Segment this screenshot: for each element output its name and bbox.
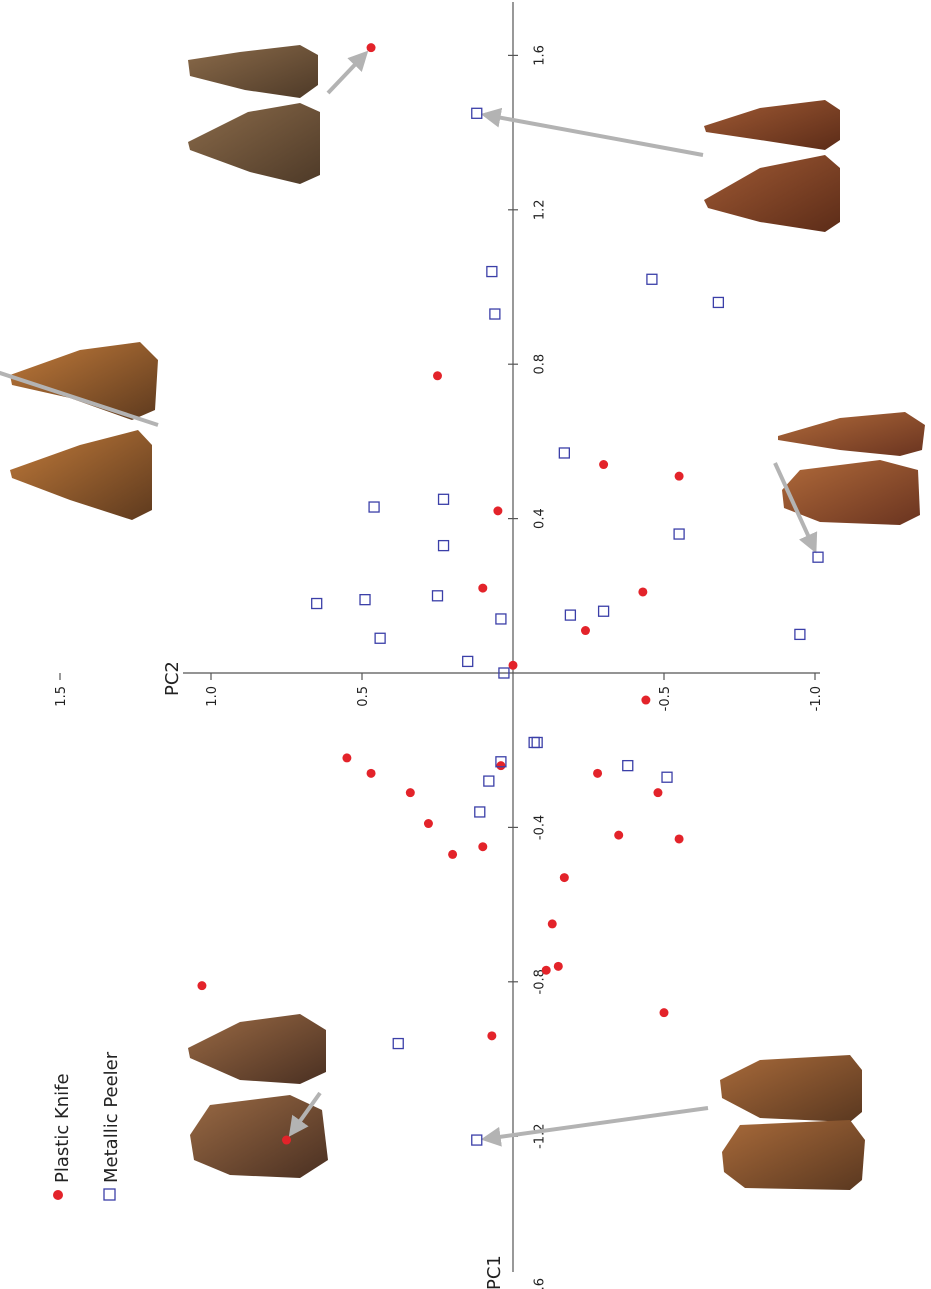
point-plastic-knife bbox=[487, 1031, 497, 1041]
point-metallic-peeler bbox=[483, 775, 495, 787]
point-metallic-peeler bbox=[368, 501, 380, 513]
point-metallic-peeler bbox=[431, 590, 444, 602]
point-metallic-peeler bbox=[495, 756, 507, 768]
point-plastic-knife bbox=[496, 761, 506, 771]
legend-label-metallic-peeler: Metallic Peeler bbox=[101, 1051, 122, 1183]
annotation-arrow bbox=[0, 370, 159, 427]
point-plastic-knife bbox=[599, 460, 609, 470]
x-tick-label: 0.4 bbox=[533, 508, 548, 529]
point-metallic-peeler bbox=[437, 493, 450, 505]
point-metallic-peeler bbox=[528, 736, 540, 749]
specimen-image-3 bbox=[10, 342, 158, 520]
point-metallic-peeler bbox=[437, 539, 450, 552]
specimen-image-1 bbox=[188, 45, 320, 184]
legend-marker-metallic-peeler bbox=[103, 1188, 116, 1201]
point-plastic-knife bbox=[638, 587, 648, 597]
point-plastic-knife bbox=[580, 626, 590, 636]
point-metallic-peeler bbox=[374, 632, 386, 644]
point-plastic-knife bbox=[593, 768, 603, 778]
point-plastic-knife bbox=[659, 1008, 669, 1018]
point-metallic-peeler bbox=[558, 447, 570, 459]
point-metallic-peeler bbox=[812, 551, 824, 563]
legend: Plastic Knife Metallic Peeler bbox=[52, 1051, 122, 1201]
point-plastic-knife bbox=[448, 849, 458, 859]
point-metallic-peeler bbox=[597, 605, 610, 617]
point-metallic-peeler bbox=[622, 759, 634, 772]
specimen-image-5 bbox=[188, 1014, 328, 1178]
point-plastic-knife bbox=[342, 753, 352, 763]
x-ticks: -1.6 -1.2 -0.8 -0.4 0.4 0.8 1.2 1.6 bbox=[508, 45, 548, 1289]
point-plastic-knife bbox=[653, 788, 663, 798]
point-metallic-peeler bbox=[712, 296, 725, 309]
point-plastic-knife bbox=[433, 371, 442, 381]
legend-marker-plastic-knife bbox=[53, 1190, 63, 1200]
y-tick-label: 1.0 bbox=[205, 686, 220, 707]
y-tick-label: 1.5 bbox=[54, 686, 69, 707]
point-plastic-knife bbox=[508, 660, 518, 670]
x-tick-label: -1.2 bbox=[533, 1124, 548, 1149]
point-metallic-peeler bbox=[531, 736, 543, 749]
annotation-arrows bbox=[0, 50, 818, 1147]
point-plastic-knife bbox=[641, 695, 651, 705]
annotation-arrow bbox=[773, 462, 818, 554]
x-tick-label: -0.8 bbox=[533, 969, 548, 994]
specimen-image-6 bbox=[720, 1055, 865, 1190]
point-plastic-knife bbox=[478, 583, 488, 593]
y-axis-title: PC2 bbox=[162, 661, 183, 696]
x-tick-label: 1.2 bbox=[533, 199, 548, 220]
point-metallic-peeler bbox=[311, 597, 323, 610]
y-tick-label: 0.5 bbox=[356, 686, 371, 707]
annotation-arrow bbox=[288, 1091, 322, 1137]
annotation-arrow bbox=[480, 1106, 709, 1147]
x-tick-label: 1.6 bbox=[533, 45, 548, 66]
point-metallic-peeler bbox=[474, 806, 486, 818]
x-tick-label: -1.6 bbox=[533, 1278, 548, 1289]
x-axis-title: PC1 bbox=[484, 1255, 505, 1289]
annotation-arrow bbox=[326, 50, 369, 95]
x-tick-label: 0.8 bbox=[533, 354, 548, 375]
point-plastic-knife bbox=[478, 842, 488, 852]
data-points bbox=[197, 43, 824, 1146]
point-plastic-knife bbox=[366, 43, 376, 53]
point-metallic-peeler bbox=[471, 1134, 483, 1146]
legend-label-plastic-knife: Plastic Knife bbox=[52, 1073, 73, 1183]
point-metallic-peeler bbox=[661, 771, 673, 783]
point-plastic-knife bbox=[553, 961, 563, 971]
point-metallic-peeler bbox=[489, 308, 501, 320]
point-plastic-knife bbox=[541, 965, 551, 975]
point-plastic-knife bbox=[674, 471, 684, 481]
point-metallic-peeler bbox=[471, 107, 483, 119]
x-tick-label: -0.4 bbox=[533, 815, 548, 840]
point-plastic-knife bbox=[493, 506, 503, 516]
y-ticks: 2.01.51.00.5-0.5-1.0-1.5-2.0 bbox=[54, 673, 824, 711]
point-plastic-knife bbox=[674, 834, 684, 844]
specimen-images bbox=[10, 45, 925, 1190]
point-metallic-peeler bbox=[564, 609, 577, 621]
point-plastic-knife bbox=[547, 919, 557, 929]
y-tick-label: -1.0 bbox=[809, 686, 824, 711]
specimen-image-4 bbox=[778, 412, 925, 525]
point-plastic-knife bbox=[197, 981, 207, 991]
point-metallic-peeler bbox=[486, 265, 498, 278]
point-plastic-knife bbox=[282, 1135, 291, 1145]
point-metallic-peeler bbox=[462, 655, 474, 668]
annotation-arrow bbox=[480, 107, 704, 157]
point-plastic-knife bbox=[559, 873, 569, 883]
point-plastic-knife bbox=[614, 830, 624, 840]
point-metallic-peeler bbox=[646, 273, 658, 285]
point-metallic-peeler bbox=[673, 528, 685, 540]
point-plastic-knife bbox=[405, 788, 415, 798]
point-metallic-peeler bbox=[359, 594, 371, 606]
point-plastic-knife bbox=[366, 768, 376, 778]
specimen-image-2 bbox=[704, 100, 840, 232]
point-plastic-knife bbox=[423, 819, 433, 829]
point-metallic-peeler bbox=[498, 667, 510, 679]
point-metallic-peeler bbox=[794, 628, 806, 641]
point-metallic-peeler bbox=[392, 1037, 404, 1050]
y-tick-label: -0.5 bbox=[658, 686, 673, 711]
point-metallic-peeler bbox=[495, 613, 507, 625]
